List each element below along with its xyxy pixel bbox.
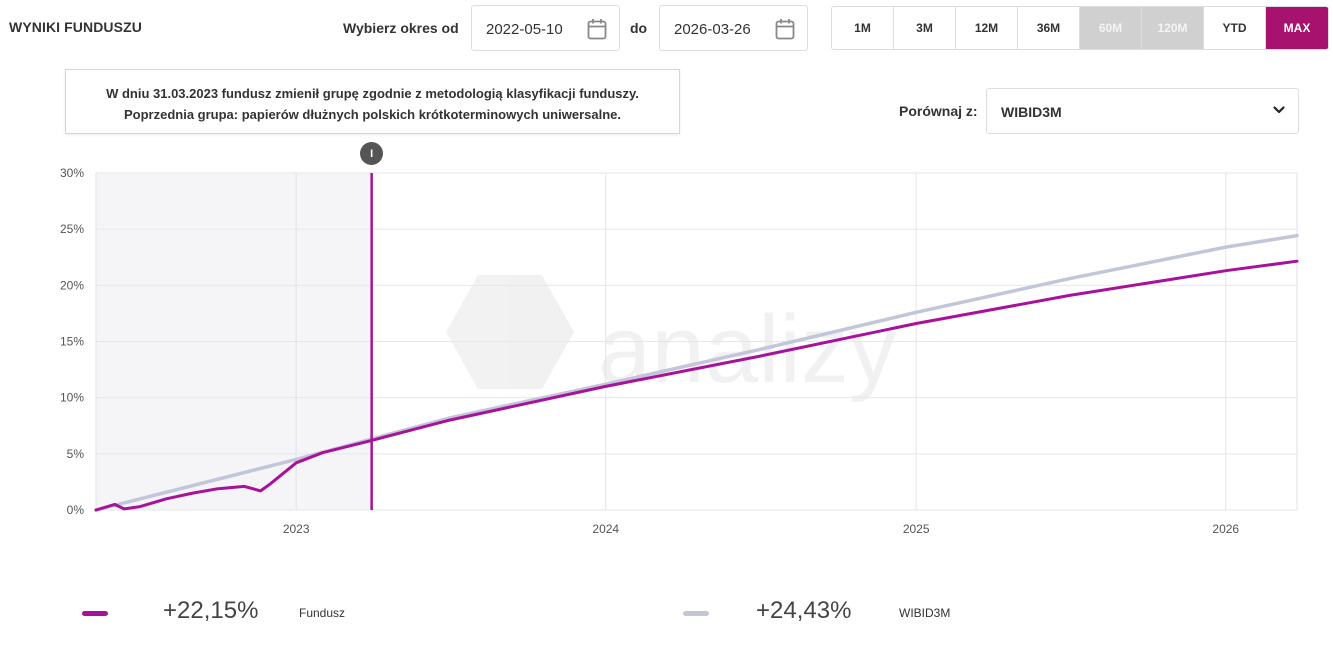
tooltip-line-1: W dniu 31.03.2023 fundusz zmienił grupę … [106, 86, 639, 101]
legend-fund-value: +22,15% [163, 597, 259, 624]
y-tick-label: 30% [60, 166, 84, 180]
calendar-icon[interactable] [587, 18, 607, 40]
x-tick-label: 2026 [1212, 522, 1239, 536]
legend-fund-swatch [82, 611, 108, 616]
series-line-fund [94, 259, 1299, 512]
chevron-down-icon [1273, 106, 1285, 114]
calendar-icon[interactable] [775, 18, 795, 40]
y-tick-label: 20% [60, 278, 84, 292]
legend-benchmark-value: +24,43% [756, 597, 852, 624]
legend-benchmark-swatch [683, 611, 709, 616]
y-tick-label: 25% [60, 222, 84, 236]
date-from-value: 2022-05-10 [486, 21, 563, 38]
range-button-1m[interactable]: 1M [832, 7, 894, 49]
range-selector: 1M 3M 12M 36M 60M 120M YTD MAX [831, 6, 1329, 50]
date-to-input[interactable]: 2026-03-26 [659, 5, 808, 51]
watermark-logo: analizy [446, 275, 897, 403]
range-button-120m: 120M [1142, 7, 1204, 49]
event-marker[interactable]: I [360, 142, 384, 165]
range-button-ytd[interactable]: YTD [1204, 7, 1266, 49]
legend-benchmark-name: WIBID3M [899, 606, 951, 620]
range-button-3m[interactable]: 3M [894, 7, 956, 49]
x-tick-label: 2025 [903, 522, 930, 536]
compare-select[interactable]: WIBID3M [986, 88, 1299, 134]
y-tick-label: 10% [60, 391, 84, 405]
x-tick-label: 2023 [283, 522, 310, 536]
group-change-tooltip: W dniu 31.03.2023 fundusz zmienił grupę … [65, 69, 680, 134]
range-button-12m[interactable]: 12M [956, 7, 1018, 49]
period-from-label: Wybierz okres od [343, 20, 459, 36]
svg-text:analizy: analizy [598, 296, 897, 403]
compare-label: Porównaj z: [899, 103, 978, 119]
performance-chart: analizy 0% 5% 10% 15% 20% 25% 30% 2023 2024 2025 20… [60, 166, 1299, 536]
y-tick-label: 15% [60, 335, 84, 349]
legend-fund-name: Fundusz [299, 606, 346, 620]
period-to-label: do [630, 20, 648, 36]
y-tick-label: 5% [67, 447, 85, 461]
compare-select-value: WIBID3M [1001, 104, 1062, 120]
date-from-input[interactable]: 2022-05-10 [471, 5, 620, 51]
range-button-60m: 60M [1080, 7, 1142, 49]
section-title: WYNIKI FUNDUSZU [9, 19, 142, 35]
range-button-max[interactable]: MAX [1266, 7, 1328, 49]
date-to-value: 2026-03-26 [674, 21, 751, 38]
x-tick-label: 2024 [592, 522, 619, 536]
y-tick-label: 0% [67, 503, 85, 517]
range-button-36m[interactable]: 36M [1018, 7, 1080, 49]
tooltip-line-2: Poprzednia grupa: papierów dłużnych pols… [124, 107, 621, 122]
